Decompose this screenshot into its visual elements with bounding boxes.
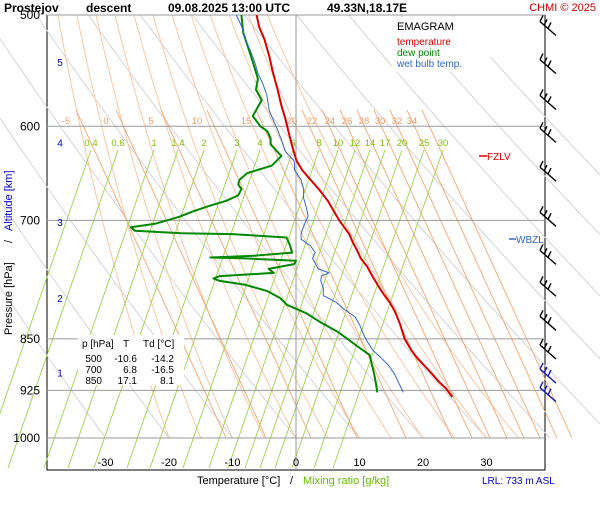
table-row-700-t: 6.8 xyxy=(123,365,137,376)
mixing-ratio-label: 0.6 xyxy=(111,138,124,149)
temperature-tick-label: 20 xyxy=(417,457,429,469)
table-row-700-td: -16.5 xyxy=(151,365,174,376)
mixing-ratio-label: 4 xyxy=(257,138,262,149)
wbzl-label: WBZL xyxy=(516,235,544,246)
isotherm-label: -5 xyxy=(62,116,70,127)
pressure-tick-label: 1000 xyxy=(13,431,40,445)
wind-barb-flag xyxy=(548,61,551,67)
altitude-tick-label: 3 xyxy=(57,218,63,229)
x-axis-label-temperature: Temperature [°C] xyxy=(197,475,280,487)
temperature-tick-label: 30 xyxy=(480,457,492,469)
mixing-ratio-label: 1 xyxy=(151,138,156,149)
table-row-850-td: 8.1 xyxy=(160,376,174,387)
mixing-ratio-label: 10 xyxy=(333,138,344,149)
table-header-td: Td [°C] xyxy=(143,339,174,350)
mixing-ratio-label: 30 xyxy=(438,138,449,149)
table-header-t: T xyxy=(123,339,129,350)
table-row-850-t: 17.1 xyxy=(118,376,138,387)
table-row-850-p: 850 xyxy=(85,376,102,387)
table-row-500-p: 500 xyxy=(85,354,102,365)
wind-barb-flag xyxy=(548,283,551,289)
pressure-tick-label: 925 xyxy=(20,383,40,397)
isotherm-label: 28 xyxy=(359,116,370,127)
pressure-tick-label: 700 xyxy=(20,213,40,227)
table-row-500-td: -14.2 xyxy=(151,354,174,365)
mixing-ratio-label: 8 xyxy=(316,138,321,149)
mixing-ratio-label: 2 xyxy=(201,138,206,149)
wind-barb-flag xyxy=(548,129,551,135)
y-axis-label-altitude: Altitude [km] xyxy=(3,170,15,231)
isotherm-label: 24 xyxy=(325,116,336,127)
wind-barb-flag xyxy=(548,96,551,102)
pressure-tick-label: 850 xyxy=(20,332,40,346)
isotherm-label: 5 xyxy=(148,116,153,127)
legend-title: EMAGRAM xyxy=(397,21,454,33)
lrl-label: LRL: 733 m ASL xyxy=(482,476,555,487)
legend-item-dew-point: dew point xyxy=(397,48,440,59)
mixing-ratio-label: 25 xyxy=(419,138,430,149)
y-axis-label: Pressure [hPa] / Altitude [km] xyxy=(3,170,15,335)
table-row-700-p: 700 xyxy=(85,365,102,376)
temperature-tick-label: 10 xyxy=(353,457,365,469)
altitude-tick-label: 5 xyxy=(57,58,63,69)
isotherm-label: 30 xyxy=(375,116,386,127)
temperature-tick-label: -20 xyxy=(161,457,177,469)
isotherm-label: 32 xyxy=(392,116,403,127)
wind-barb-flag xyxy=(548,22,551,28)
isotherm-label: 0 xyxy=(103,116,108,127)
isotherm-label: 22 xyxy=(307,116,318,127)
mixing-ratio-label: 1.4 xyxy=(171,138,184,149)
altitude-tick-label: 2 xyxy=(57,294,63,305)
wind-barb-flag xyxy=(548,317,551,323)
wind-barb-flag xyxy=(548,168,551,174)
wind-barb-flag xyxy=(548,213,551,219)
isotherm-label: 34 xyxy=(407,116,418,127)
header-datetime: 09.08.2025 13:00 UTC xyxy=(168,1,290,15)
mixing-ratio-label: 14 xyxy=(365,138,376,149)
mixing-ratio-label: 20 xyxy=(397,138,408,149)
mixing-ratio-label: 0.4 xyxy=(84,138,97,149)
mixing-ratio-label: 17 xyxy=(380,138,391,149)
header-credit: CHMI © 2025 xyxy=(529,2,596,14)
fzlv-label: FZLV xyxy=(487,152,511,163)
legend-item-temperature: temperature xyxy=(397,37,451,48)
isotherm-label: 15 xyxy=(241,116,252,127)
pressure-tick-label: 600 xyxy=(20,119,40,133)
temperature-tick-label: -30 xyxy=(98,457,114,469)
table-header-p: p [hPa] xyxy=(82,339,114,350)
mixing-ratio-label: 12 xyxy=(350,138,361,149)
header-coords: 49.33N,18.17E xyxy=(327,1,407,15)
table-row-500-t: -10.6 xyxy=(114,354,137,365)
isotherm-label: 10 xyxy=(192,116,203,127)
x-axis-label-mixing: Mixing ratio [g/kg] xyxy=(303,475,389,487)
temperature-tick-label: -10 xyxy=(225,457,241,469)
wind-barb-flag xyxy=(548,251,551,257)
header-mode: descent xyxy=(86,1,131,15)
legend-item-wet-bulb: wet bulb temp. xyxy=(396,59,462,70)
temperature-tick-label: 0 xyxy=(293,457,299,469)
x-axis-label-sep: / xyxy=(290,475,294,487)
y-axis-label-pressure: Pressure [hPa] xyxy=(3,262,15,335)
wind-barb-flag xyxy=(548,346,551,352)
altitude-tick-label: 4 xyxy=(57,138,63,149)
mixing-ratio-label: 3 xyxy=(234,138,239,149)
isotherm-label: 26 xyxy=(342,116,353,127)
altitude-tick-label: 1 xyxy=(57,368,63,379)
y-axis-label-sep: / xyxy=(3,239,15,243)
header-station: Prostejov xyxy=(4,1,59,15)
